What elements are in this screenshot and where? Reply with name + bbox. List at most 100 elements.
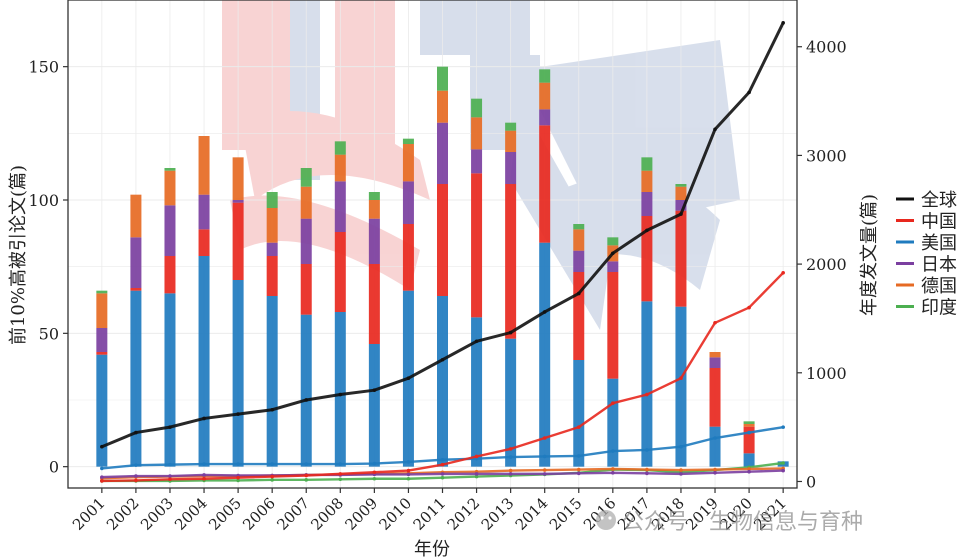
bar-日本-2012	[471, 149, 483, 174]
point-中国-2017	[645, 392, 649, 397]
point-德国-2015	[576, 467, 581, 472]
bar-日本-2018	[675, 200, 687, 211]
point-中国-2015	[576, 425, 581, 429]
bar-美国-2003	[164, 293, 176, 467]
point-中国-2014	[542, 436, 547, 440]
y-right-tick-label: 2000	[806, 255, 847, 274]
bar-中国-2017	[641, 216, 653, 302]
point-美国-2018	[679, 444, 683, 449]
point-日本-2017	[645, 471, 649, 476]
point-中国-2012	[474, 454, 479, 459]
bar-德国-2015	[573, 229, 585, 251]
point-印度-2010	[406, 476, 411, 481]
point-美国-2013	[508, 455, 513, 459]
x-tick-label: 2011	[410, 494, 450, 534]
bar-中国-2016	[607, 272, 619, 379]
bar-印度-2016	[607, 237, 619, 246]
point-德国-2013	[508, 468, 513, 473]
point-印度-2011	[440, 475, 445, 480]
point-全球-2014	[542, 310, 547, 314]
bar-日本-2010	[402, 181, 414, 224]
bar-美国-2012	[471, 317, 483, 467]
bar-印度-2006	[266, 192, 278, 208]
bar-德国-2018	[675, 186, 687, 200]
point-日本-2001	[100, 475, 104, 479]
bar-印度-2001	[96, 290, 108, 294]
x-tick-label: 2008	[307, 494, 347, 534]
line-series	[100, 21, 785, 483]
point-美国-2020	[747, 430, 751, 435]
point-日本-2004	[202, 473, 206, 477]
point-全球-2010	[406, 376, 411, 381]
bar-美国-2019	[709, 426, 721, 467]
bar-中国-2002	[130, 288, 142, 291]
bar-中国-2014	[539, 125, 551, 243]
bar-德国-2005	[232, 157, 244, 200]
bar-美国-2016	[607, 378, 619, 467]
bar-美国-2015	[573, 360, 585, 467]
point-德国-2016	[611, 467, 615, 471]
point-美国-2005	[236, 462, 240, 466]
point-日本-2014	[542, 472, 547, 476]
bar-美国-2004	[198, 256, 210, 467]
point-全球-2018	[679, 212, 683, 216]
point-美国-2011	[440, 457, 445, 462]
bar-印度-2009	[368, 192, 380, 200]
bar-美国-2002	[130, 290, 142, 467]
point-中国-2011	[440, 462, 445, 467]
point-中国-2019	[713, 320, 717, 325]
x-tick-label: 2002	[103, 494, 143, 534]
bar-日本-2005	[232, 200, 244, 203]
bar-中国-2015	[573, 272, 585, 360]
point-中国-2003	[168, 477, 172, 482]
bar-日本-2008	[334, 181, 346, 232]
bar-中国-2019	[709, 368, 721, 427]
point-美国-2008	[338, 462, 343, 466]
point-美国-2017	[645, 448, 649, 452]
bar-德国-2002	[130, 194, 142, 238]
x-tick-label: 2005	[205, 494, 245, 534]
x-tick-label: 2001	[69, 494, 109, 534]
y-axis-left-title: 前10%高被引论文(篇)	[8, 165, 29, 345]
point-德国-2017	[645, 467, 649, 472]
point-美国-2007	[304, 462, 309, 466]
y-left-tick-label: 0	[49, 458, 59, 477]
x-tick-label: 2012	[444, 494, 484, 534]
bar-中国-2005	[232, 202, 244, 280]
point-全球-2021	[781, 21, 785, 25]
point-印度-2008	[338, 477, 343, 482]
bar-日本-2002	[130, 237, 142, 288]
point-中国-2013	[508, 447, 513, 451]
point-美国-2001	[100, 466, 104, 471]
bar-日本-2004	[198, 194, 210, 230]
point-德国-2019	[713, 467, 717, 472]
y-axis-right-title: 年度发文量(篇)	[859, 194, 880, 316]
bar-美国-2005	[232, 280, 244, 467]
point-中国-2010	[406, 468, 411, 473]
bar-中国-2010	[402, 224, 414, 291]
bar-美国-2014	[539, 242, 551, 467]
bar-德国-2017	[641, 170, 653, 192]
point-中国-2021	[781, 271, 785, 275]
bar-德国-2019	[709, 352, 721, 358]
bar-印度-2011	[437, 66, 448, 91]
bar-印度-2017	[641, 157, 653, 171]
point-全球-2020	[747, 90, 751, 95]
point-日本-2002	[134, 474, 138, 478]
point-美国-2010	[406, 460, 411, 464]
bar-美国-2006	[266, 296, 278, 467]
point-日本-2010	[406, 472, 411, 477]
point-中国-2006	[270, 474, 274, 479]
point-印度-2021	[781, 461, 785, 465]
bar-日本-2016	[607, 261, 619, 272]
bar-中国-2006	[266, 256, 278, 296]
point-美国-2019	[713, 436, 717, 440]
bar-德国-2010	[402, 144, 414, 182]
bar-日本-2015	[573, 250, 585, 272]
y-right-tick-label: 0	[806, 472, 816, 491]
bar-美国-2013	[505, 338, 517, 467]
bar-日本-2009	[368, 218, 380, 264]
legend-label-美国: 美国	[921, 233, 957, 254]
bar-美国-2009	[368, 344, 380, 467]
